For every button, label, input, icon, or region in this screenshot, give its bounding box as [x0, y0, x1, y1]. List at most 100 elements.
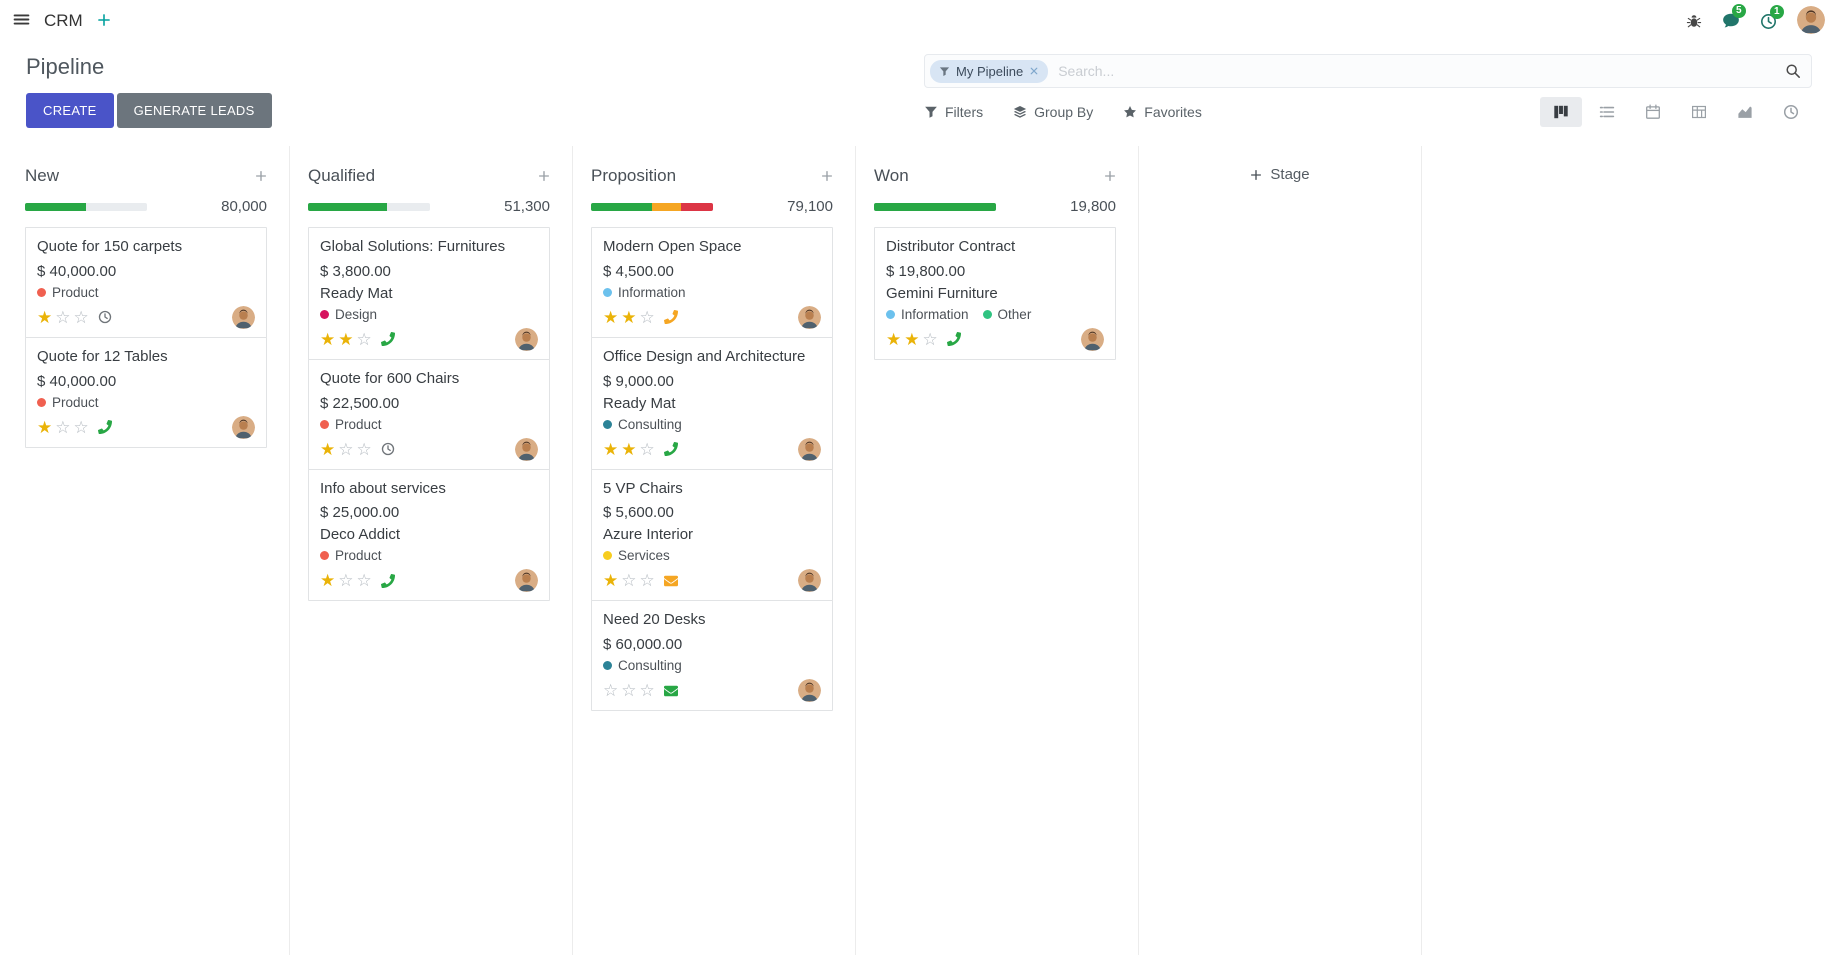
progressbar-segment-success[interactable] [308, 202, 388, 211]
salesperson-avatar[interactable] [798, 305, 821, 329]
salesperson-avatar[interactable] [798, 569, 821, 593]
salesperson-avatar[interactable] [1081, 327, 1104, 351]
stage-progressbar[interactable] [308, 202, 430, 211]
kanban-card[interactable]: Quote for 150 carpets $ 40,000.00 Product ★… [25, 227, 267, 338]
priority-star[interactable]: ☆ [639, 681, 655, 700]
priority-star[interactable]: ★ [338, 329, 354, 349]
create-button[interactable]: CREATE [26, 93, 114, 128]
activity-envelope-icon[interactable] [663, 684, 678, 698]
priority-star[interactable]: ☆ [603, 681, 619, 700]
salesperson-avatar[interactable] [515, 569, 538, 593]
facet-remove-icon[interactable] [1029, 66, 1039, 76]
kanban-card[interactable]: Quote for 12 Tables $ 40,000.00 Product ★ ☆ ☆ [25, 336, 267, 448]
priority-widget[interactable]: ★ ★ ☆ [603, 441, 655, 458]
activity-clock-icon[interactable] [98, 310, 112, 324]
salesperson-avatar[interactable] [515, 327, 538, 351]
kanban-card[interactable]: 5 VP Chairs $ 5,600.00 Azure Interior Servi… [591, 468, 833, 602]
stage-progressbar[interactable] [591, 202, 713, 211]
user-menu-avatar[interactable] [1797, 5, 1825, 37]
priority-star[interactable]: ☆ [338, 439, 354, 459]
priority-star[interactable]: ☆ [356, 329, 372, 349]
quick-create-button[interactable] [821, 170, 833, 182]
priority-star[interactable]: ☆ [55, 417, 71, 437]
priority-star[interactable]: ★ [621, 307, 637, 327]
search-input[interactable] [1048, 63, 1785, 79]
apps-menu-button[interactable] [13, 11, 30, 31]
priority-widget[interactable]: ☆ ☆ ☆ [603, 682, 655, 699]
priority-widget[interactable]: ★ ★ ☆ [320, 331, 372, 348]
stage-progressbar[interactable] [874, 202, 996, 211]
view-switch-activity[interactable] [1770, 97, 1812, 127]
kanban-card[interactable]: Info about services $ 25,000.00 Deco Addic… [308, 468, 550, 602]
progressbar-segment-success[interactable] [874, 202, 996, 211]
progressbar-segment-warning[interactable] [652, 202, 682, 211]
priority-widget[interactable]: ★ ☆ ☆ [603, 572, 655, 589]
priority-widget[interactable]: ★ ☆ ☆ [37, 419, 89, 436]
priority-star[interactable]: ☆ [356, 439, 372, 459]
priority-star[interactable]: ★ [320, 329, 336, 349]
priority-star[interactable]: ☆ [55, 307, 71, 327]
view-switch-pivot[interactable] [1678, 97, 1720, 127]
priority-widget[interactable]: ★ ☆ ☆ [37, 309, 89, 326]
messages-button[interactable]: 5 [1722, 4, 1746, 30]
priority-star[interactable]: ★ [37, 307, 53, 327]
priority-star[interactable]: ☆ [922, 329, 938, 349]
priority-star[interactable]: ☆ [338, 571, 354, 591]
activity-clock-icon[interactable] [381, 442, 395, 456]
priority-star[interactable]: ★ [603, 571, 619, 591]
add-stage-button[interactable]: Stage [1250, 166, 1310, 183]
priority-star[interactable]: ☆ [73, 307, 89, 327]
activity-phone-icon[interactable] [380, 573, 395, 588]
quick-create-button[interactable] [255, 170, 267, 182]
salesperson-avatar[interactable] [798, 679, 821, 702]
search-button[interactable] [1785, 63, 1801, 79]
priority-star[interactable]: ★ [37, 417, 53, 437]
kanban-card[interactable]: Quote for 600 Chairs $ 22,500.00 Product ★ ☆… [308, 358, 550, 470]
generate-leads-button[interactable]: GENERATE LEADS [116, 93, 272, 128]
kanban-card[interactable]: Distributor Contract $ 19,800.00 Gemini Fu… [874, 227, 1116, 360]
app-name[interactable]: CRM [44, 11, 83, 30]
activity-envelope-icon[interactable] [663, 574, 678, 588]
salesperson-avatar[interactable] [232, 305, 255, 329]
activity-phone-icon[interactable] [380, 332, 395, 347]
kanban-card[interactable]: Need 20 Desks $ 60,000.00 Consulting ☆ ☆ ☆ [591, 600, 833, 711]
view-switch-graph[interactable] [1724, 97, 1766, 127]
quick-create-button[interactable] [1104, 170, 1116, 182]
activity-phone-icon[interactable] [946, 332, 961, 347]
priority-widget[interactable]: ★ ★ ☆ [886, 331, 938, 348]
filters-button[interactable]: Filters [924, 104, 983, 120]
priority-star[interactable]: ★ [320, 571, 336, 591]
stage-progressbar[interactable] [25, 202, 147, 211]
priority-widget[interactable]: ★ ★ ☆ [603, 309, 655, 326]
groupby-button[interactable]: Group By [1013, 104, 1093, 120]
salesperson-avatar[interactable] [232, 415, 255, 439]
activity-phone-icon[interactable] [663, 310, 678, 325]
priority-widget[interactable]: ★ ☆ ☆ [320, 441, 372, 458]
view-switch-calendar[interactable] [1632, 97, 1674, 127]
priority-star[interactable]: ☆ [621, 571, 637, 591]
priority-star[interactable]: ☆ [73, 417, 89, 437]
priority-star[interactable]: ★ [621, 439, 637, 459]
priority-star[interactable]: ☆ [639, 439, 655, 459]
kanban-card[interactable]: Office Design and Architecture $ 9,000.00… [591, 336, 833, 470]
priority-star[interactable]: ☆ [621, 681, 637, 700]
priority-star[interactable]: ★ [603, 439, 619, 459]
priority-star[interactable]: ★ [603, 307, 619, 327]
search-bar[interactable]: My Pipeline [924, 54, 1812, 88]
kanban-card[interactable]: Global Solutions: Furnitures $ 3,800.00 Re… [308, 227, 550, 360]
priority-star[interactable]: ☆ [639, 307, 655, 327]
salesperson-avatar[interactable] [515, 437, 538, 461]
priority-star[interactable]: ★ [886, 329, 902, 349]
activity-phone-icon[interactable] [663, 442, 678, 456]
priority-widget[interactable]: ★ ☆ ☆ [320, 572, 372, 589]
activities-button[interactable]: 1 [1760, 4, 1784, 30]
favorites-button[interactable]: Favorites [1123, 104, 1202, 120]
activity-phone-icon[interactable] [97, 420, 112, 434]
view-switch-list[interactable] [1586, 97, 1628, 127]
kanban-card[interactable]: Modern Open Space $ 4,500.00 Information ★ ★… [591, 227, 833, 338]
progressbar-segment-success[interactable] [591, 202, 652, 211]
quick-create-menu-button[interactable] [97, 13, 111, 30]
progressbar-segment-danger[interactable] [681, 202, 713, 211]
priority-star[interactable]: ☆ [639, 571, 655, 591]
priority-star[interactable]: ☆ [356, 571, 372, 591]
